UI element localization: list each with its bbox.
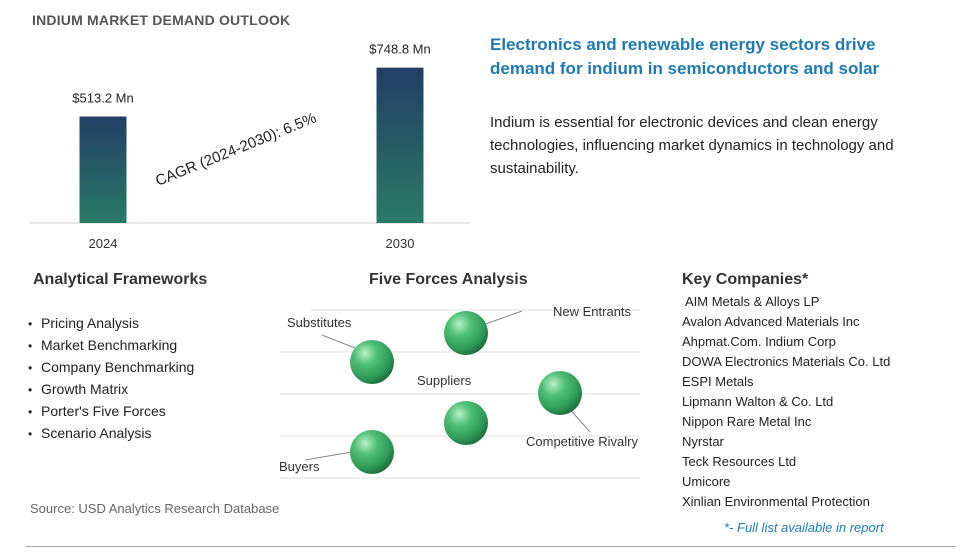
market-bar-chart: $513.2 Mn 2024 $748.8 Mn 2030 CAGR (2024-20…: [30, 42, 470, 251]
company-item: Ahpmat.Com. Indium Corp: [682, 334, 836, 349]
substitutes-sphere: [350, 340, 394, 384]
company-item: Nyrstar: [682, 434, 724, 449]
company-item: Avalon Advanced Materials Inc: [682, 314, 860, 329]
framework-item: Growth Matrix: [28, 379, 194, 401]
company-item: Xinlian Environmental Protection: [682, 494, 870, 509]
source-note: Source: USD Analytics Research Database: [30, 501, 280, 516]
company-item: Lipmann Walton & Co. Ltd: [682, 394, 834, 409]
headline: Electronics and renewable energy sectors…: [490, 35, 880, 78]
framework-item: Company Benchmarking: [28, 357, 194, 379]
company-item: ESPI Metals: [682, 374, 754, 389]
company-item: AIM Metals & Alloys LP: [685, 294, 820, 309]
competitive-rivalry-label: Competitive Rivalry: [526, 434, 638, 449]
framework-item: Market Benchmarking: [28, 335, 194, 357]
framework-item: Scenario Analysis: [28, 423, 194, 445]
companies-title: Key Companies*: [682, 271, 809, 288]
framework-item: Pricing Analysis: [28, 313, 194, 335]
company-item: Nippon Rare Metal Inc: [682, 414, 812, 429]
five-forces-title: Five Forces Analysis: [369, 271, 528, 288]
five-forces-diagram: Substitutes New Entrants Suppliers Compe…: [279, 304, 640, 479]
company-item: Teck Resources Ltd: [682, 454, 797, 469]
page-title: INDIUM MARKET DEMAND OUTLOOK: [32, 12, 291, 28]
cagr-annotation: CAGR (2024-2030): 6.5%: [153, 110, 319, 190]
bar-2030: [376, 67, 424, 224]
x-tick-label: 2024: [89, 236, 118, 251]
bottom-divider: [26, 546, 956, 547]
suppliers-label: Suppliers: [417, 373, 472, 388]
company-item: DOWA Electronics Materials Co. Ltd: [682, 354, 891, 369]
summary-text: Indium is essential for electronic devic…: [490, 114, 894, 177]
suppliers-sphere: [444, 401, 488, 445]
x-tick-label: 2030: [386, 236, 415, 251]
connector-line: [479, 310, 523, 327]
substitutes-label: Substitutes: [287, 315, 352, 330]
connector-line: [304, 451, 353, 461]
connector-line: [321, 334, 361, 351]
bar-2024: [79, 116, 127, 223]
new-entrants-label: New Entrants: [553, 304, 632, 319]
frameworks-list: Pricing Analysis Market Benchmarking Com…: [28, 313, 194, 445]
company-item: Umicore: [682, 474, 731, 489]
buyers-sphere: [350, 430, 394, 474]
bar-value-label: $748.8 Mn: [369, 42, 430, 57]
bar-value-label: $513.2 Mn: [72, 91, 133, 106]
buyers-label: Buyers: [279, 459, 320, 474]
frameworks-title: Analytical Frameworks: [33, 271, 208, 288]
competitive-rivalry-sphere: [538, 371, 582, 415]
full-list-note: *- Full list available in report: [724, 520, 884, 535]
new-entrants-sphere: [444, 311, 488, 355]
framework-item: Porter's Five Forces: [28, 401, 194, 423]
companies-list: AIM Metals & Alloys LP Avalon Advanced M…: [682, 292, 890, 512]
